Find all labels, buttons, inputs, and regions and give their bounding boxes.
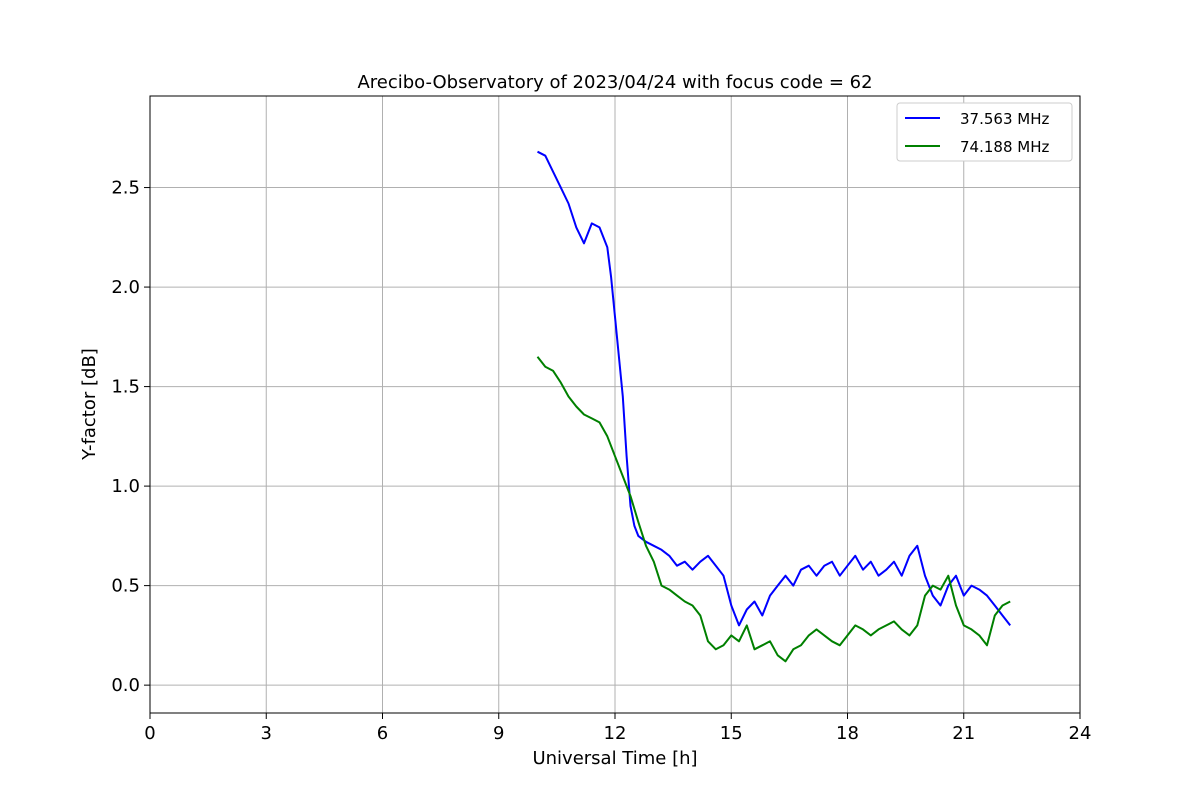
y-axis-label: Y-factor [dB] — [79, 348, 100, 461]
legend: 37.563 MHz 74.188 MHz — [896, 102, 1073, 162]
y-axis: 0.0 0.5 1.0 1.5 2.0 2.5 — [111, 178, 150, 696]
x-axis-label: Universal Time [h] — [532, 748, 697, 769]
series-line-74188 — [536, 356, 1011, 663]
y-tick-label: 2.0 — [111, 277, 140, 298]
y-tick-label: 0.0 — [111, 675, 140, 696]
y-tick-label: 1.5 — [111, 377, 140, 398]
legend-box — [896, 102, 1073, 162]
x-tick-label: 6 — [377, 723, 388, 744]
x-tick-label: 18 — [836, 723, 859, 744]
y-tick-label: 2.5 — [111, 178, 140, 199]
x-tick-label: 9 — [493, 723, 504, 744]
plot-area — [536, 150, 1011, 663]
x-tick-label: 3 — [261, 723, 272, 744]
y-tick-label: 0.5 — [111, 576, 140, 597]
y-tick-label: 1.0 — [111, 476, 140, 497]
x-tick-label: 12 — [604, 723, 627, 744]
series-line-37563 — [537, 150, 1011, 627]
legend-label-37563: 37.563 MHz — [960, 110, 1049, 128]
chart-title: Arecibo-Observatory of 2023/04/24 with f… — [357, 72, 872, 93]
x-tick-label: 24 — [1069, 723, 1092, 744]
x-tick-label: 0 — [144, 723, 155, 744]
x-tick-label: 15 — [720, 723, 743, 744]
x-tick-label: 21 — [952, 723, 975, 744]
x-axis: 0 3 6 9 12 15 18 21 24 — [144, 713, 1091, 744]
legend-label-74188: 74.188 MHz — [960, 138, 1049, 156]
